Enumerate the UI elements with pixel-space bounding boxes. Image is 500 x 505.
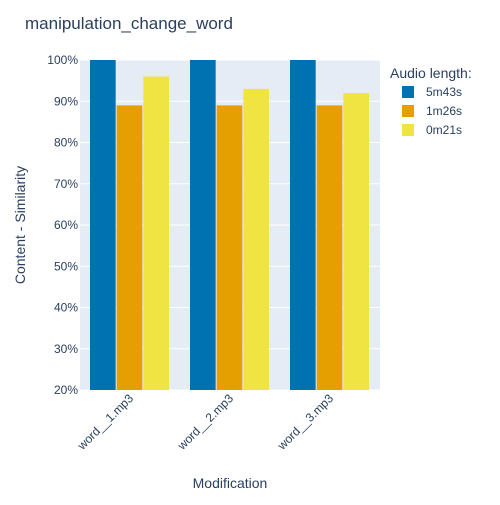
legend-title: Audio length: <box>390 65 472 81</box>
bars <box>90 60 369 390</box>
bar <box>290 60 316 390</box>
chart-title: manipulation_change_word <box>25 14 233 33</box>
x-tick-label: word__3.mp3 <box>274 391 336 453</box>
y-tick-label: 30% <box>54 342 78 356</box>
x-tick-label: word__1.mp3 <box>74 391 136 453</box>
x-tick-label: word__2.mp3 <box>174 391 236 453</box>
y-tick-label: 60% <box>54 218 78 232</box>
bar <box>343 93 369 390</box>
bar <box>216 105 243 390</box>
y-tick-label: 50% <box>54 259 78 273</box>
y-tick-label: 20% <box>54 383 78 397</box>
y-tick-label: 70% <box>54 177 78 191</box>
legend-label: 0m21s <box>426 123 462 137</box>
bar <box>316 105 343 390</box>
y-axis-ticks: 20% 30% 40% 50% 60% 70% 80% 90% 100% <box>47 53 78 397</box>
bar <box>143 76 169 390</box>
legend-swatch <box>402 105 414 117</box>
x-axis-title: Modification <box>193 475 268 491</box>
y-tick-label: 40% <box>54 301 78 315</box>
x-axis-ticks: word__1.mp3 word__2.mp3 word__3.mp3 <box>74 391 336 453</box>
bar <box>90 60 116 390</box>
legend: Audio length: 5m43s 1m26s 0m21s <box>390 65 472 137</box>
legend-label: 1m26s <box>426 104 462 118</box>
legend-swatch <box>402 124 414 136</box>
bar <box>243 88 269 390</box>
y-tick-label: 90% <box>54 94 78 108</box>
bar <box>116 105 143 390</box>
y-axis-title: Content - Similarity <box>12 166 28 284</box>
legend-swatch <box>402 86 414 98</box>
y-tick-label: 80% <box>54 136 78 150</box>
legend-label: 5m43s <box>426 85 462 99</box>
y-tick-label: 100% <box>47 53 78 67</box>
bar <box>190 60 216 390</box>
